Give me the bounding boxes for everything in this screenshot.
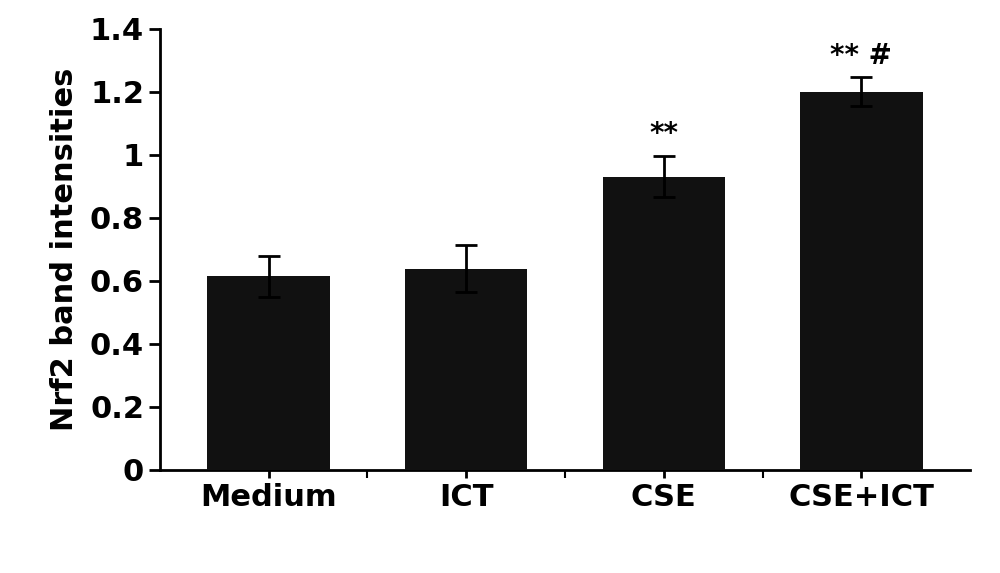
Y-axis label: Nrf2 band intensities: Nrf2 band intensities — [50, 68, 79, 431]
Text: **: ** — [649, 120, 678, 148]
Bar — [603, 176, 725, 470]
Bar — [800, 92, 923, 470]
Bar — [405, 269, 527, 470]
Text: ** #: ** # — [830, 42, 892, 70]
Bar — [207, 276, 330, 470]
